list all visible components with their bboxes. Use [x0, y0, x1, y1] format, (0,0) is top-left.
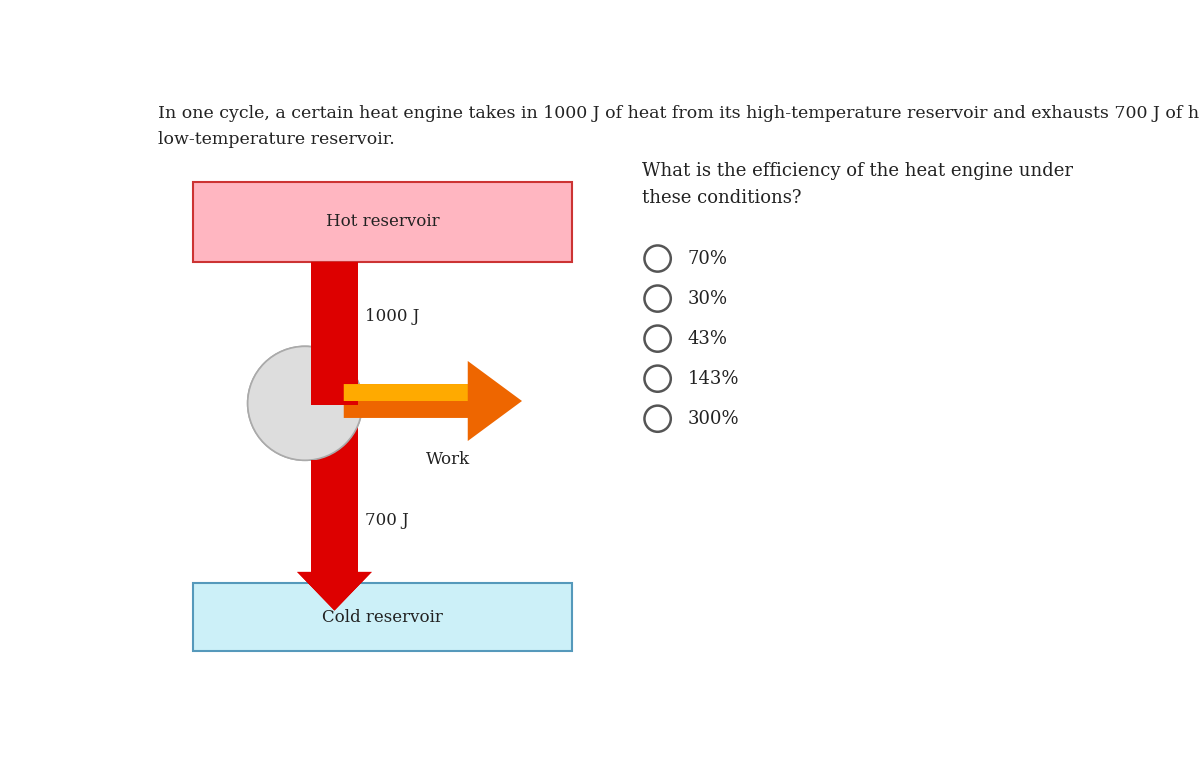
Text: Cold reservoir: Cold reservoir	[322, 609, 443, 626]
Text: 1000 J: 1000 J	[366, 308, 420, 325]
Circle shape	[644, 246, 671, 272]
Text: 300%: 300%	[688, 410, 739, 428]
Text: 30%: 30%	[688, 290, 728, 308]
Text: low-temperature reservoir.: low-temperature reservoir.	[157, 132, 395, 149]
Bar	[311, 460, 358, 584]
Circle shape	[644, 285, 671, 312]
Polygon shape	[343, 361, 522, 401]
Bar	[193, 584, 572, 651]
Polygon shape	[298, 572, 372, 611]
Polygon shape	[343, 361, 522, 441]
Polygon shape	[298, 572, 372, 611]
Bar	[311, 263, 358, 405]
Bar	[311, 263, 358, 584]
Text: 700 J: 700 J	[366, 512, 409, 529]
Text: 43%: 43%	[688, 329, 728, 348]
Text: 143%: 143%	[688, 370, 739, 388]
Circle shape	[644, 326, 671, 352]
Text: 70%: 70%	[688, 250, 728, 267]
Text: Hot reservoir: Hot reservoir	[325, 213, 439, 230]
Circle shape	[644, 366, 671, 391]
Bar	[311, 263, 358, 584]
Text: In one cycle, a certain heat engine takes in 1000 J of heat from its high-temper: In one cycle, a certain heat engine take…	[157, 105, 1200, 122]
Text: What is the efficiency of the heat engine under
these conditions?: What is the efficiency of the heat engin…	[642, 162, 1073, 208]
Bar	[193, 181, 572, 263]
Circle shape	[247, 346, 362, 460]
Circle shape	[644, 405, 671, 432]
Text: Work: Work	[426, 451, 470, 468]
Polygon shape	[298, 572, 372, 611]
Circle shape	[247, 346, 362, 460]
